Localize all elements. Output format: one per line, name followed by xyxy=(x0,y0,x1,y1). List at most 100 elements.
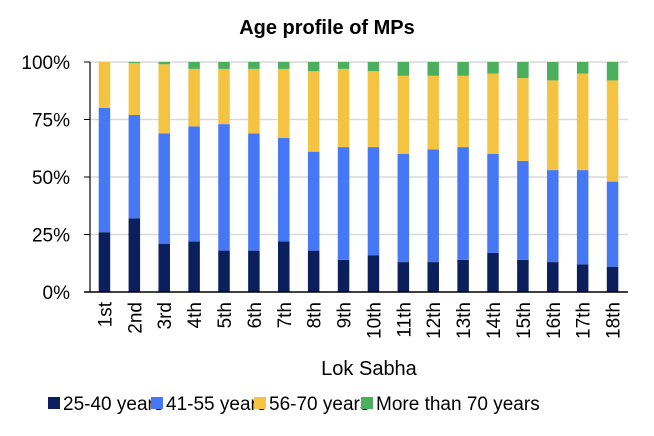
bar-segment-12th-0 xyxy=(427,262,439,292)
bar-segment-15th-2 xyxy=(517,78,529,161)
gridlines xyxy=(90,61,628,236)
bar-segment-13th-2 xyxy=(457,75,469,148)
x-tick-label: 10th xyxy=(364,302,385,339)
bar-segment-9th-1 xyxy=(337,147,350,260)
x-tick-label: 12th xyxy=(424,302,445,339)
bar-segment-1st-1 xyxy=(98,108,111,233)
bar-segment-16th-2 xyxy=(547,80,559,171)
bar-segment-5th-3 xyxy=(218,62,230,69)
x-axis-ticks: 1st 2nd 3rd 4th 5th 6th 7th 8th 9th 10th 11th 12th 1… xyxy=(95,301,624,339)
bar-segment-14th-3 xyxy=(487,62,499,74)
legend-swatch xyxy=(254,397,266,409)
bar-segment-3rd-0 xyxy=(158,243,170,292)
bar-segment-8th-3 xyxy=(307,62,320,72)
bar-segment-1st-0 xyxy=(98,232,111,292)
bar-segment-10th-2 xyxy=(367,71,380,148)
bar-segment-10th-0 xyxy=(367,255,380,292)
bar-segment-5th-2 xyxy=(218,68,230,125)
bar-segment-9th-0 xyxy=(337,259,350,292)
bar-segment-4th-0 xyxy=(188,241,200,292)
legend-label: 56-70 years xyxy=(269,394,369,415)
x-tick-label: 2nd xyxy=(125,302,146,334)
bar-segment-7th-3 xyxy=(278,62,290,69)
x-tick-label: 11th xyxy=(394,302,415,338)
bar-segment-14th-0 xyxy=(487,252,499,292)
bar-segment-7th-1 xyxy=(278,137,290,242)
bar-segment-4th-3 xyxy=(188,62,200,69)
x-tick-label: 17th xyxy=(574,302,595,339)
bar-segment-4th-2 xyxy=(188,68,200,127)
y-tick-label: 75% xyxy=(32,111,70,132)
legend-swatch xyxy=(48,397,60,409)
bars xyxy=(98,62,619,292)
x-axis-label: Lok Sabha xyxy=(321,358,418,380)
bar-segment-7th-0 xyxy=(278,241,290,292)
legend-item: More than 70 years xyxy=(361,394,540,415)
bar-segment-11th-2 xyxy=(397,75,410,154)
x-tick-label: 13th xyxy=(454,302,475,339)
bar-segment-5th-1 xyxy=(218,124,230,251)
legend-label: More than 70 years xyxy=(376,394,540,415)
bar-segment-3rd-1 xyxy=(158,133,170,244)
bar-segment-6th-3 xyxy=(248,62,260,69)
bar-segment-12th-1 xyxy=(427,149,439,263)
legend-swatch xyxy=(151,397,163,409)
bar-segment-10th-1 xyxy=(367,147,380,256)
bar-segment-11th-3 xyxy=(397,62,410,76)
y-axis-ticks: 0% 25% 50% 75% 100% xyxy=(21,53,90,304)
x-tick-label: 18th xyxy=(604,302,625,339)
bar-segment-7th-2 xyxy=(278,68,290,138)
x-tick-label: 8th xyxy=(305,302,326,328)
legend: 25-40 years 41-55 years 56-70 years More th… xyxy=(48,394,540,415)
bar-segment-6th-1 xyxy=(248,133,260,251)
x-tick-label: 1st xyxy=(95,301,116,327)
bar-segment-9th-3 xyxy=(337,62,350,69)
bar-segment-13th-0 xyxy=(457,259,469,292)
bar-segment-17th-0 xyxy=(576,264,589,292)
bar-segment-15th-0 xyxy=(517,259,529,292)
x-tick-label: 9th xyxy=(335,302,356,328)
legend-item: 41-55 years xyxy=(151,394,266,415)
bar-segment-17th-1 xyxy=(576,170,589,265)
bar-segment-12th-2 xyxy=(427,75,439,150)
bar-segment-18th-0 xyxy=(606,266,619,292)
bar-segment-16th-1 xyxy=(547,170,559,263)
chart-title: Age profile of MPs xyxy=(239,17,415,39)
bar-segment-8th-0 xyxy=(307,250,320,292)
bar-segment-16th-0 xyxy=(547,262,559,292)
x-tick-label: 6th xyxy=(245,302,266,328)
y-tick-label: 25% xyxy=(32,226,70,247)
y-tick-label: 100% xyxy=(21,53,70,74)
legend-label: 41-55 years xyxy=(166,394,266,415)
bar-segment-14th-2 xyxy=(487,73,499,154)
x-tick-label: 14th xyxy=(484,302,505,339)
bar-segment-17th-2 xyxy=(576,73,589,171)
x-tick-label: 3rd xyxy=(155,302,176,329)
bar-segment-5th-0 xyxy=(218,250,230,292)
bar-segment-12th-3 xyxy=(427,62,439,76)
bar-segment-8th-2 xyxy=(307,71,320,152)
x-tick-label: 16th xyxy=(544,302,565,339)
bar-segment-18th-3 xyxy=(606,62,619,81)
bar-segment-2nd-1 xyxy=(128,114,141,219)
bar-segment-2nd-0 xyxy=(128,218,141,292)
bar-segment-4th-1 xyxy=(188,126,200,242)
bar-segment-6th-0 xyxy=(248,250,260,292)
legend-label: 25-40 years xyxy=(63,394,163,415)
bar-segment-3rd-3 xyxy=(158,62,170,65)
legend-item: 56-70 years xyxy=(254,394,369,415)
bar-segment-18th-1 xyxy=(606,181,619,267)
x-tick-label: 7th xyxy=(275,302,296,328)
bar-segment-6th-2 xyxy=(248,68,260,134)
legend-item: 25-40 years xyxy=(48,394,163,415)
x-tick-label: 4th xyxy=(185,302,206,328)
axes xyxy=(84,62,628,293)
bar-segment-10th-3 xyxy=(367,62,380,72)
bar-segment-14th-1 xyxy=(487,154,499,253)
y-tick-label: 50% xyxy=(32,168,70,189)
bar-segment-15th-1 xyxy=(517,160,529,260)
legend-swatch xyxy=(361,397,373,409)
y-tick-label: 0% xyxy=(43,283,71,304)
bar-segment-16th-3 xyxy=(547,62,559,81)
